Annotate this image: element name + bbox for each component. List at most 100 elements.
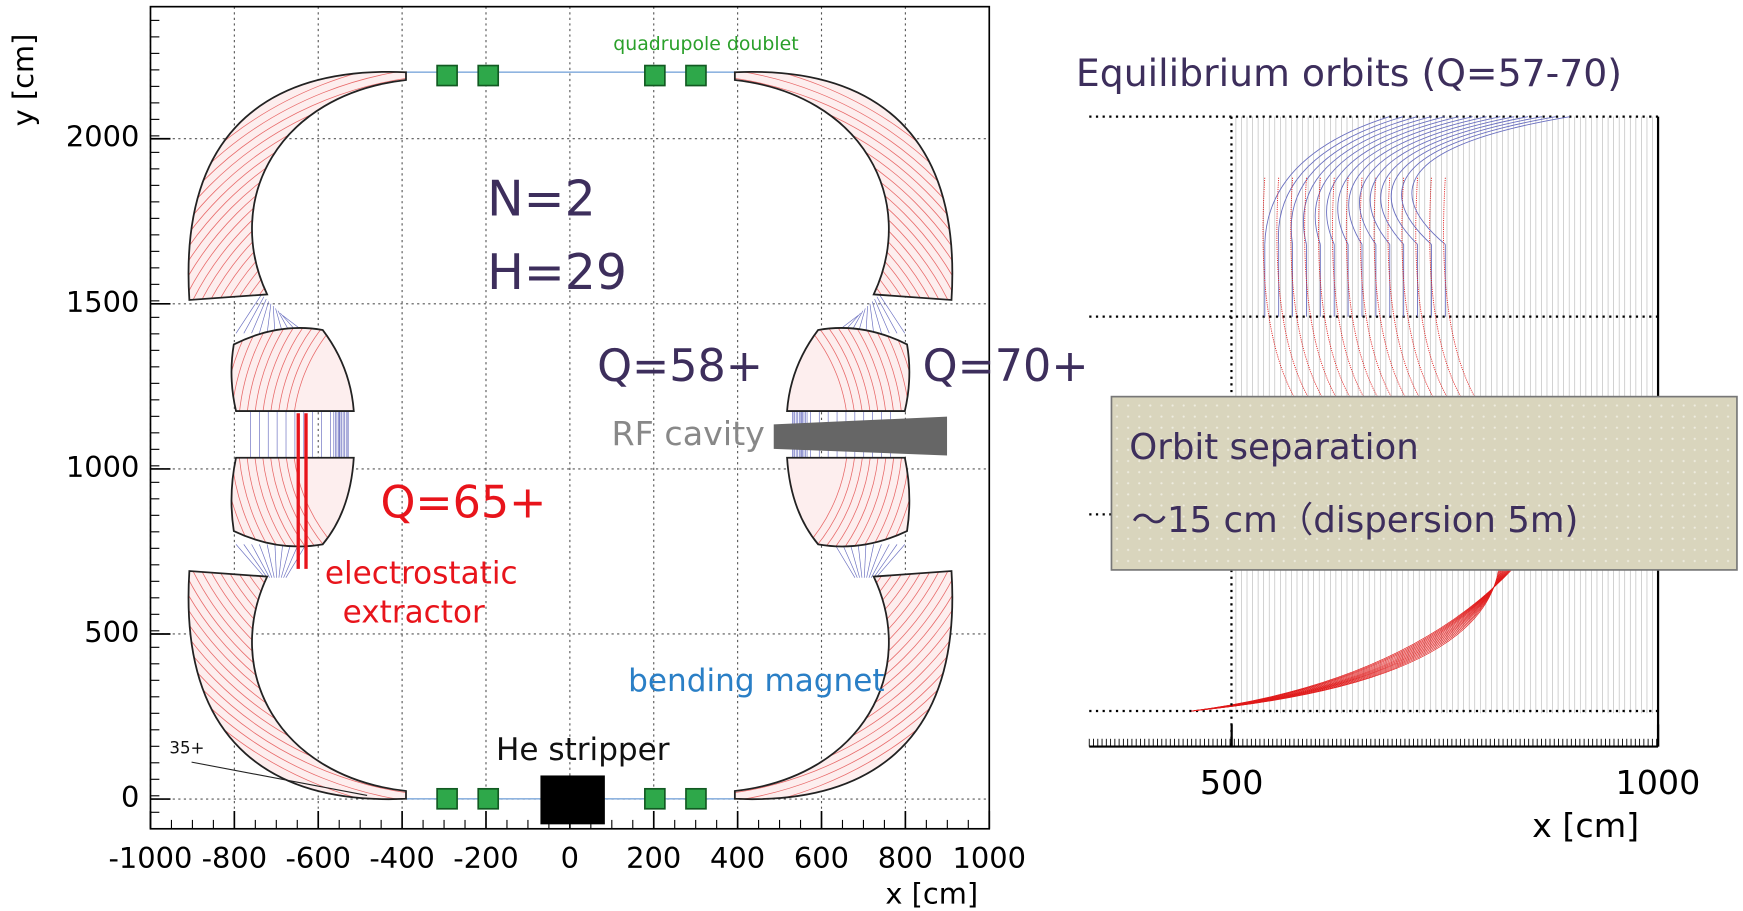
magnet-outline [786,456,911,548]
x-tick-label: -1000 [109,841,193,875]
orbit-link [865,306,868,334]
quadrupole [685,64,707,87]
orbit-curve [1345,177,1396,423]
x-tick-label: 200 [626,841,681,875]
orbit-link [259,301,269,334]
orbit-link [243,296,265,334]
bending-magnet [188,571,407,800]
annotation: He stripper [496,732,670,768]
x-tick-label: -800 [202,841,268,875]
quadrupole [644,64,666,87]
orbit-link [272,306,276,334]
annotation: H=29 [487,244,627,301]
orbit-curve [1443,177,1493,423]
orbit-link [280,544,291,578]
info-box [1110,395,1738,571]
annotations: quadrupole doublet N=2 H=29 Q=58+ Q=70+ … [169,33,1622,768]
y-tick-label: 1000 [66,450,140,484]
orbit-link [871,301,882,334]
orbit-link [869,303,875,334]
orbit-curve [1401,116,1556,245]
orbit-link [870,544,890,578]
right-title: Equilibrium orbits (Q=57-70) [1076,51,1622,95]
orbit-curve [1302,116,1431,245]
orbit-link [243,544,268,578]
orbit-curve [1318,177,1368,423]
quadrupole [436,64,458,87]
pointer [191,761,368,797]
orbit-link [278,544,284,578]
annotation: electrostatic [325,555,518,591]
x-tick-label: 800 [878,841,933,875]
annotation: 35+ [169,738,204,757]
orbit-curve [1332,177,1382,423]
orbit-link [285,544,307,578]
annotation: Q=58+ [597,341,763,392]
orbit-link [235,544,266,578]
annotation: Q=70+ [923,341,1089,392]
orbit-link [251,544,270,578]
orbit-link [235,294,262,334]
orbit-curve [1373,177,1423,423]
orbit-curve [1314,116,1445,245]
annotation: quadrupole doublet [613,33,798,55]
x-tick-label: 400 [710,841,765,875]
orbit-link [874,298,890,334]
y-axis-label: y [cm] [6,34,40,127]
x-tick-label: 1000 [953,841,1027,875]
y-tick-label: 1500 [66,285,140,319]
x-tick-label: 600 [794,841,849,875]
orbit-link [857,544,863,578]
magnet-outline [733,70,954,301]
bending-magnet [787,327,910,412]
magnet-outline [733,570,954,801]
orbit-curve [1369,116,1515,245]
quadrupole [644,787,666,810]
x-tick-label: -600 [285,841,351,875]
annotation: Q=65+ [380,477,546,528]
orbit-curve [1401,177,1451,423]
orbit-link [875,544,906,578]
orbit-link [866,544,875,578]
orbit-link [878,294,906,334]
magnet-outline [187,570,407,801]
y-tick-label: 500 [84,615,139,649]
orbit-curve [1429,177,1479,423]
x-axis-label: x [cm] [1532,806,1639,845]
orbit-link [259,544,273,578]
orbit-link [266,303,272,334]
bending-magnet [231,327,354,412]
annotation: extractor [343,594,485,630]
orbit-curve [1304,177,1354,423]
orbit-curve [1276,177,1326,423]
orbit-link [834,544,856,578]
orbit-curve [1359,116,1501,245]
left-plot: -1000 -800 -600 -400 -200 0 200 400 600 800 1000 0 5… [6,5,1027,910]
orbit-curve [1337,116,1473,245]
orbit-link [283,544,299,578]
info-text: Orbit separation [1129,427,1419,468]
orbit-curve [1348,116,1487,245]
x-tick-label: 1000 [1616,763,1701,802]
orbit-arc [292,571,407,603]
orbit-curve [1326,116,1459,245]
quadrupole [477,787,500,810]
bending-magnet [231,457,354,547]
orbit-curve [1390,116,1543,245]
orbit-arc [292,457,354,547]
orbit-curve [1380,116,1529,245]
x-tick-label: 0 [561,841,579,875]
x-tick-label: -400 [369,841,435,875]
plot-frame [149,5,991,830]
orbit-curve [1278,116,1404,245]
bending-magnet [188,71,407,300]
orbit-curve [1262,177,1312,423]
magnet-outline [230,456,355,548]
orbit-link [876,296,898,334]
orbit-link [873,544,898,578]
magnet-outline [786,327,911,412]
orbit-link [863,544,867,578]
annotation: bending magnet [628,663,884,699]
